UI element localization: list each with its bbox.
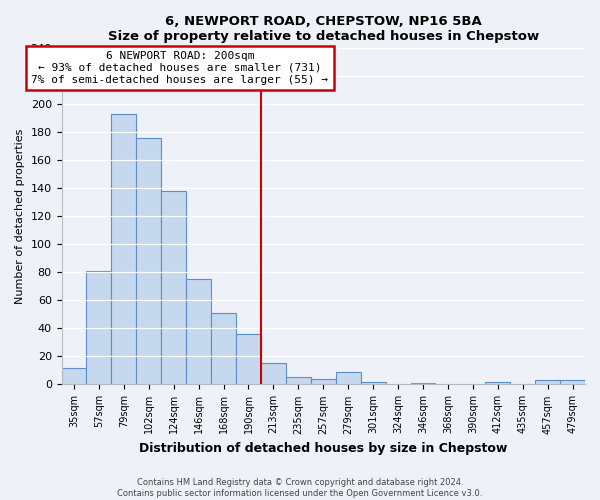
Bar <box>336 372 361 384</box>
Bar <box>311 379 336 384</box>
Bar <box>161 191 186 384</box>
Text: Contains HM Land Registry data © Crown copyright and database right 2024.
Contai: Contains HM Land Registry data © Crown c… <box>118 478 482 498</box>
Bar <box>261 364 286 384</box>
Bar <box>186 280 211 384</box>
Bar <box>62 368 86 384</box>
Bar <box>112 114 136 384</box>
Text: 6 NEWPORT ROAD: 200sqm
← 93% of detached houses are smaller (731)
7% of semi-det: 6 NEWPORT ROAD: 200sqm ← 93% of detached… <box>31 52 328 84</box>
Bar <box>485 382 510 384</box>
Bar <box>286 378 311 384</box>
Y-axis label: Number of detached properties: Number of detached properties <box>15 128 25 304</box>
Title: 6, NEWPORT ROAD, CHEPSTOW, NP16 5BA
Size of property relative to detached houses: 6, NEWPORT ROAD, CHEPSTOW, NP16 5BA Size… <box>107 15 539 43</box>
Bar <box>236 334 261 384</box>
Bar <box>361 382 386 384</box>
Bar <box>211 313 236 384</box>
Bar <box>560 380 585 384</box>
X-axis label: Distribution of detached houses by size in Chepstow: Distribution of detached houses by size … <box>139 442 508 455</box>
Bar <box>410 383 436 384</box>
Bar <box>86 271 112 384</box>
Bar <box>535 380 560 384</box>
Bar <box>136 138 161 384</box>
